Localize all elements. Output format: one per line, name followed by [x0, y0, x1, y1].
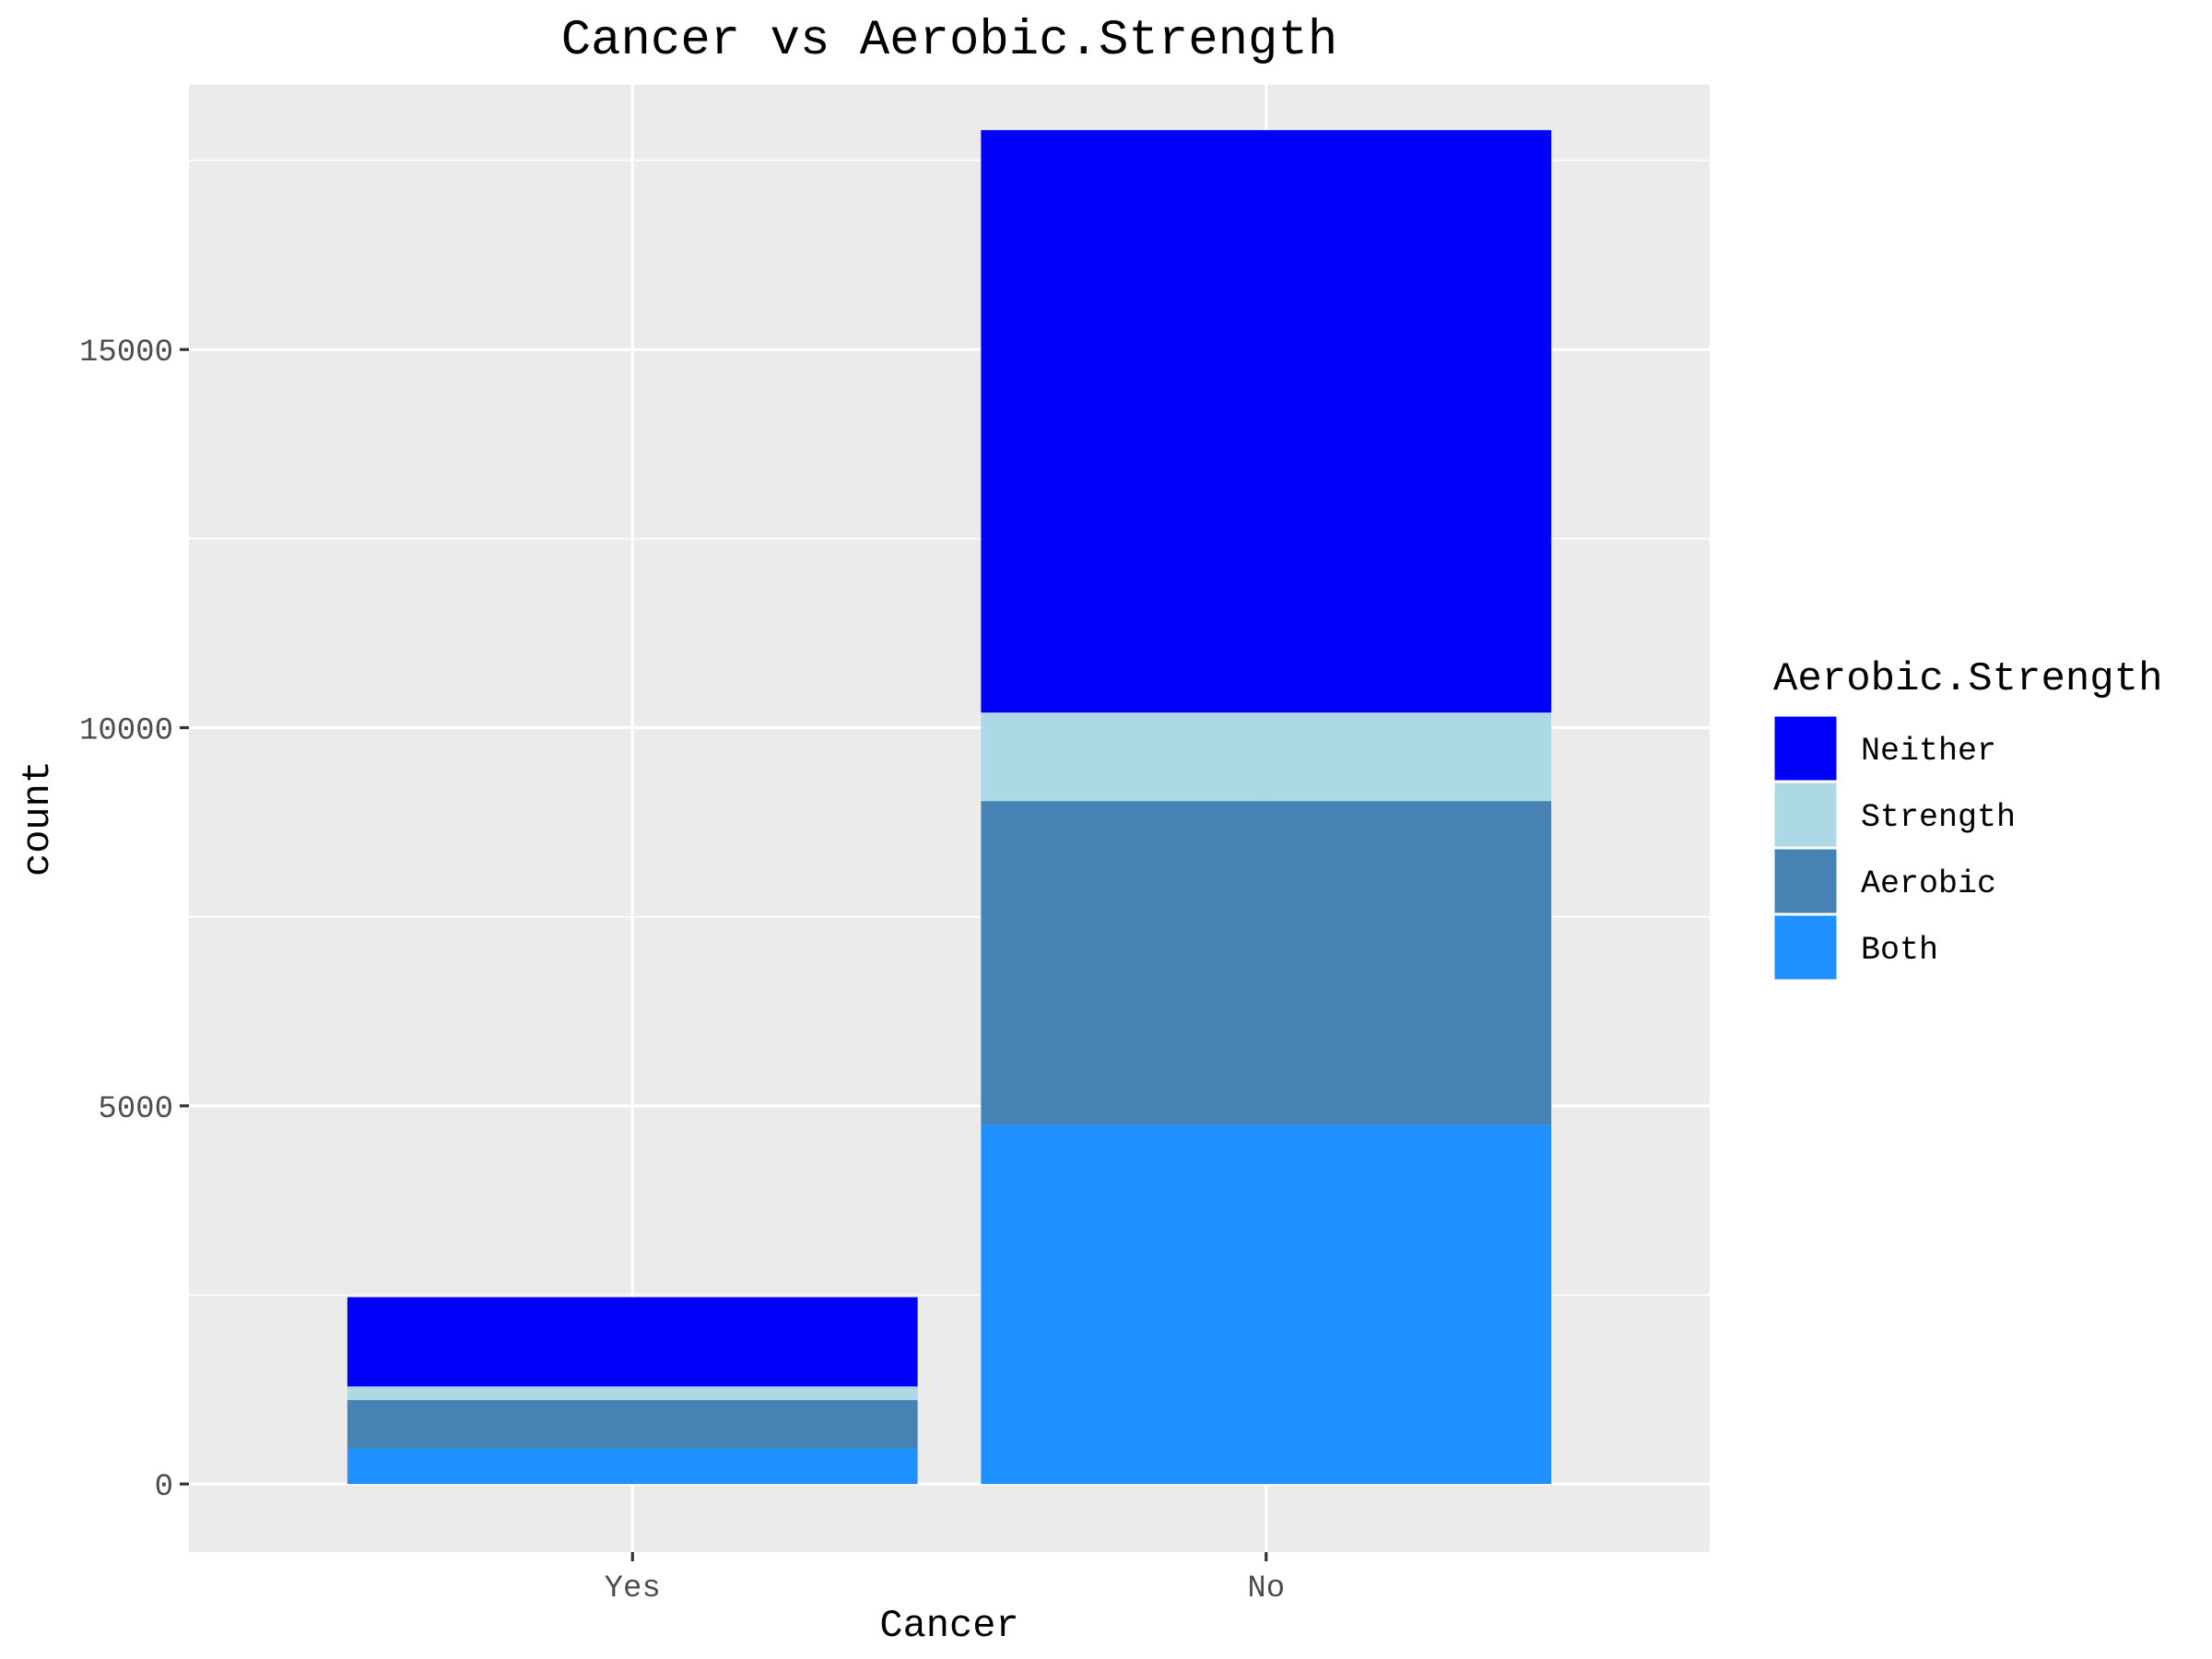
x-tick-label: No — [1247, 1571, 1285, 1606]
bars — [347, 130, 1552, 1485]
legend-key-both — [1771, 912, 1840, 982]
legend: Aerobic.Strength Neither Strength Aerobic B… — [1771, 656, 2162, 982]
bar-segment-both-no — [981, 1124, 1552, 1485]
bar-segment-aerobic-no — [981, 801, 1552, 1125]
bar-segment-strength-yes — [347, 1386, 918, 1401]
bar-segment-both-yes — [347, 1448, 918, 1485]
legend-key-strength — [1771, 780, 1840, 850]
x-axis-title: Cancer — [879, 1604, 1018, 1648]
bar-segment-aerobic-yes — [347, 1400, 918, 1449]
bar-segment-neither-no — [981, 130, 1552, 713]
legend-key-aerobic — [1771, 846, 1840, 916]
legend-label-strength: Strength — [1861, 799, 2016, 836]
x-tick-label: Yes — [605, 1571, 661, 1606]
bar-segment-neither-yes — [347, 1297, 918, 1387]
bar-segment-strength-no — [981, 712, 1552, 802]
legend-title: Aerobic.Strength — [1773, 656, 2162, 702]
legend-key-neither — [1771, 713, 1840, 783]
y-axis-title: count — [16, 760, 60, 877]
legend-label-neither: Neither — [1861, 733, 1996, 770]
x-axis: Yes No — [605, 1552, 1285, 1606]
y-tick-label: 15000 — [79, 335, 173, 371]
y-axis: 0 5000 10000 15000 — [79, 335, 189, 1505]
y-tick-label: 5000 — [98, 1092, 173, 1127]
legend-label-both: Both — [1861, 932, 1938, 969]
legend-label-aerobic: Aerobic — [1861, 865, 1996, 902]
y-tick-label: 0 — [155, 1470, 173, 1505]
chart-title: Cancer vs Aerobic.Strength — [561, 13, 1338, 69]
y-tick-label: 10000 — [79, 714, 173, 749]
